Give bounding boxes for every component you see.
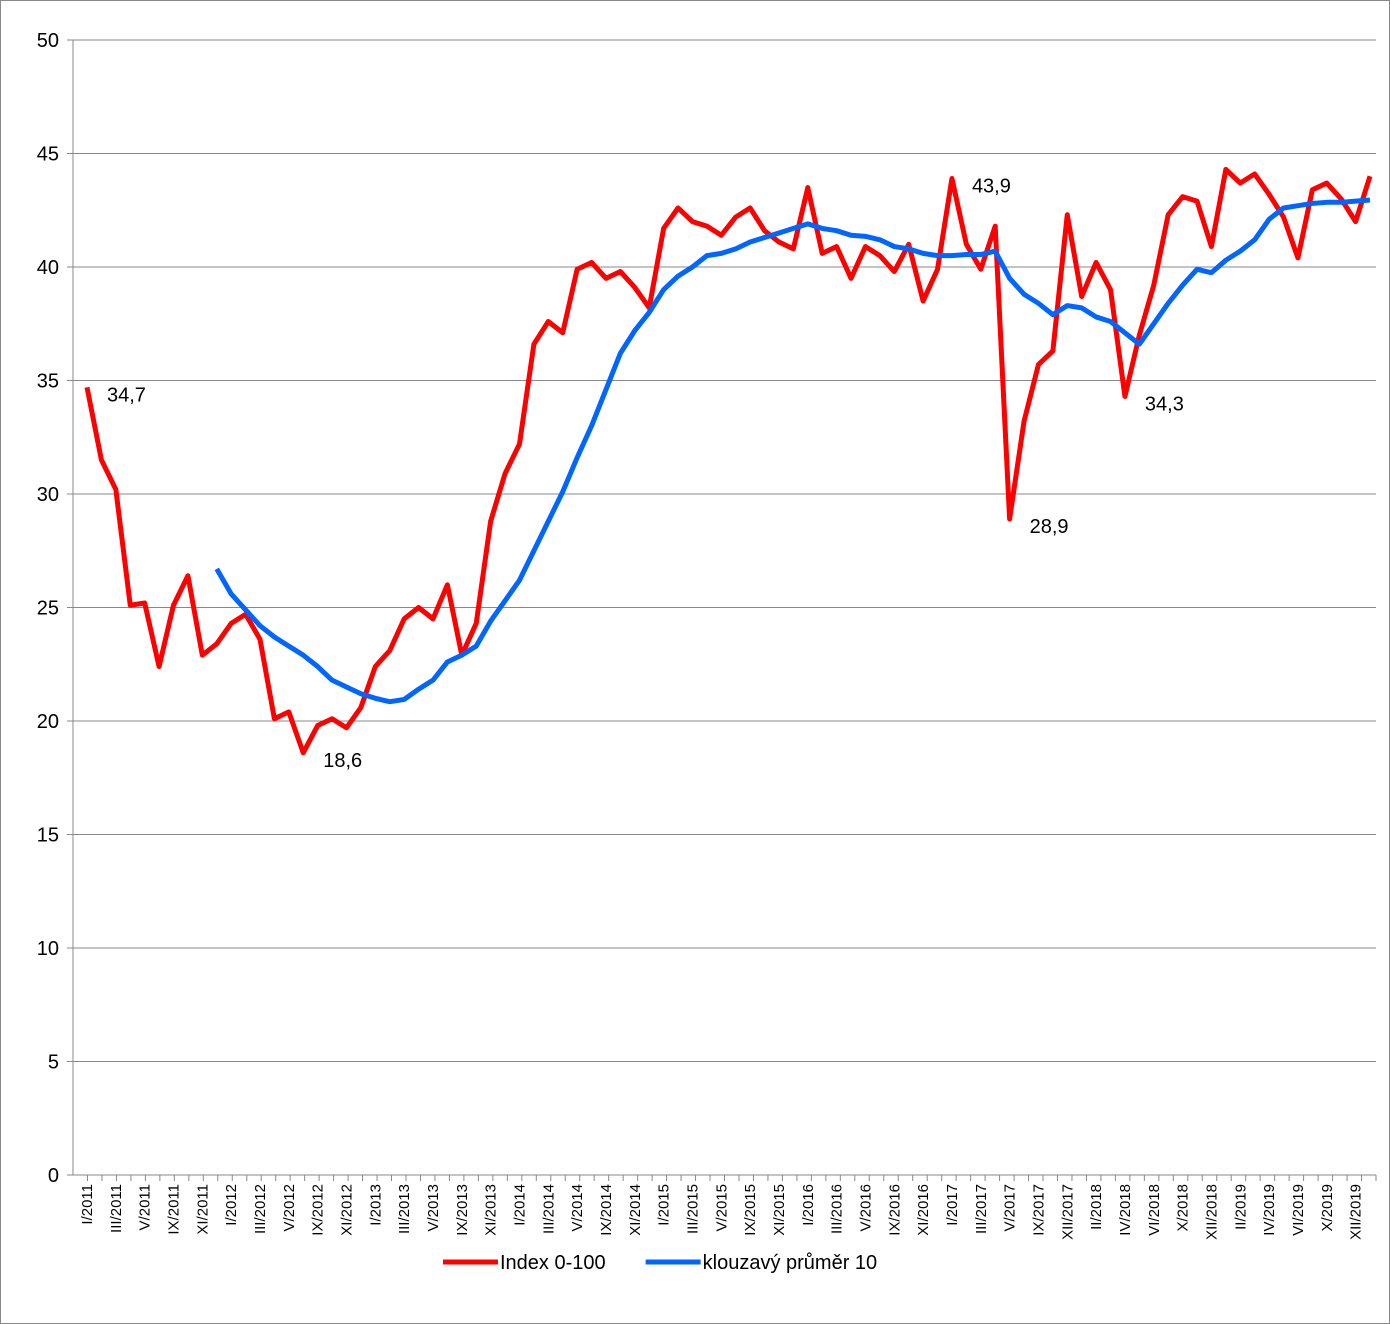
x-tick-label: III/2016: [829, 1184, 846, 1234]
legend-label: Index 0-100: [500, 1252, 606, 1274]
legend-label: klouzavý průměr 10: [703, 1252, 878, 1274]
x-tick-label: IX/2016: [886, 1184, 903, 1236]
x-tick-label: V/2016: [857, 1184, 874, 1232]
y-tick-label: 10: [37, 938, 59, 960]
y-tick-label: 25: [37, 598, 59, 620]
x-tick-label: V/2011: [137, 1184, 154, 1230]
x-tick-label: X/2018: [1175, 1184, 1192, 1232]
data-label: 34,3: [1145, 393, 1184, 415]
y-tick-label: 15: [37, 825, 59, 847]
x-tick-label: XI/2011: [194, 1184, 211, 1235]
data-label: 34,7: [107, 384, 146, 406]
x-tick-label: X/2019: [1319, 1184, 1336, 1232]
x-tick-label: XI/2014: [627, 1184, 644, 1236]
y-tick-label: 40: [37, 257, 59, 279]
y-tick-label: 45: [37, 144, 59, 166]
x-tick-label: XII/2018: [1203, 1184, 1220, 1240]
x-tick-label: XI/2016: [915, 1184, 932, 1236]
x-tick-label: V/2015: [713, 1184, 730, 1232]
x-tick-label: III/2011: [108, 1184, 125, 1233]
x-tick-label: I/2016: [800, 1184, 817, 1226]
x-tick-label: XII/2017: [1059, 1184, 1076, 1240]
x-tick-label: XI/2012: [338, 1184, 355, 1236]
y-tick-label: 5: [48, 1052, 59, 1074]
x-tick-label: V/2013: [425, 1184, 442, 1232]
data-label: 18,6: [323, 750, 362, 772]
data-label: 43,9: [972, 175, 1011, 197]
x-tick-label: IX/2011: [165, 1184, 182, 1235]
x-tick-label: VI/2018: [1146, 1184, 1163, 1236]
x-tick-label: III/2015: [684, 1184, 701, 1234]
x-tick-label: IV/2018: [1117, 1184, 1134, 1236]
x-tick-label: IX/2013: [454, 1184, 471, 1236]
x-tick-label: IX/2017: [1030, 1184, 1047, 1236]
x-tick-label: I/2013: [367, 1184, 384, 1226]
y-tick-label: 20: [37, 711, 59, 733]
series-line: [84, 166, 1373, 756]
x-tick-label: II/2019: [1232, 1184, 1249, 1230]
x-tick-label: II/2018: [1088, 1184, 1105, 1230]
x-tick-label: XI/2013: [483, 1184, 500, 1236]
x-tick-label: V/2012: [281, 1184, 298, 1232]
x-tick-label: I/2015: [656, 1184, 673, 1226]
x-tick-label: XI/2015: [771, 1184, 788, 1236]
x-tick-label: III/2013: [396, 1184, 413, 1234]
x-tick-label: III/2014: [540, 1184, 557, 1234]
y-tick-label: 35: [37, 371, 59, 393]
x-tick-label: IX/2014: [598, 1184, 615, 1236]
x-tick-label: IV/2019: [1261, 1184, 1278, 1236]
data-label: 28,9: [1030, 516, 1069, 538]
x-tick-label: I/2014: [511, 1184, 528, 1226]
x-tick-label: III/2017: [973, 1184, 990, 1234]
x-tick-label: I/2017: [944, 1184, 961, 1226]
y-tick-label: 30: [37, 484, 59, 506]
y-tick-label: 50: [37, 30, 59, 52]
x-tick-label: V/2017: [1002, 1184, 1019, 1232]
x-tick-label: I/2012: [223, 1184, 240, 1226]
y-tick-label: 0: [48, 1165, 59, 1187]
x-tick-label: IX/2015: [742, 1184, 759, 1236]
x-tick-label: VI/2019: [1290, 1184, 1307, 1236]
x-tick-label: XII/2019: [1348, 1184, 1365, 1240]
x-tick-label: I/2011: [79, 1184, 96, 1225]
x-tick-label: III/2012: [252, 1184, 269, 1234]
series-line: [214, 197, 1371, 705]
x-tick-label: IX/2012: [310, 1184, 327, 1236]
x-tick-label: V/2014: [569, 1184, 586, 1232]
